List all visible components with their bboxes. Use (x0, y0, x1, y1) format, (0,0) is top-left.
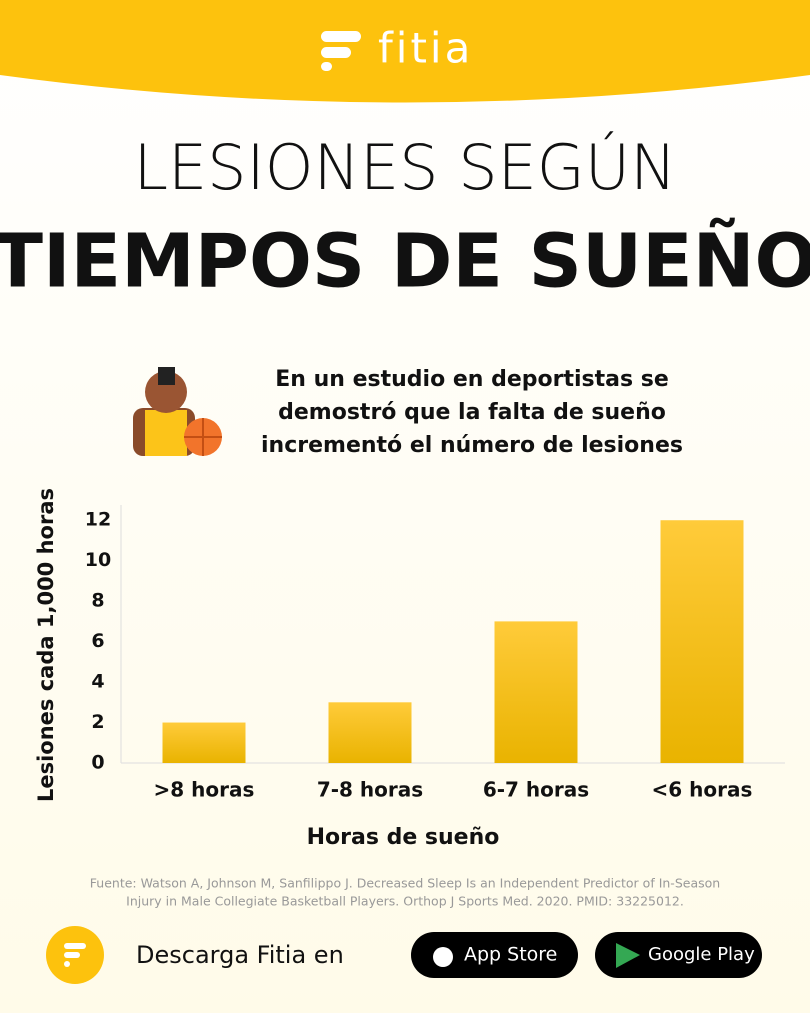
brand-logo (321, 31, 361, 71)
x-tick-label: 7-8 horas (317, 778, 423, 802)
x-axis-title: Horas de sueño (307, 825, 500, 850)
y-tick-label: 0 (91, 752, 104, 774)
subtitle-line: En un estudio en deportistas se (275, 367, 669, 392)
header-band (0, 0, 810, 103)
google-play-label: Google Play (648, 944, 755, 965)
source-line: Injury in Male Collegiate Basketball Pla… (126, 894, 684, 909)
y-axis-title: Lesiones cada 1,000 horas (34, 488, 58, 802)
y-tick-label: 6 (91, 630, 104, 652)
title-line-2: TIEMPOS DE SUEÑO (0, 217, 810, 305)
chart: Horas de sueño Lesiones cada 1,000 horas… (34, 488, 785, 850)
bar (328, 702, 412, 763)
subtitle-line: incrementó el número de lesiones (261, 433, 683, 458)
footer-logo (46, 926, 104, 984)
title-line-1: LESIONES SEGÚN (133, 131, 676, 204)
y-tick-label: 8 (91, 590, 104, 612)
source-line: Fuente: Watson A, Johnson M, Sanfilippo … (90, 876, 720, 891)
bar (660, 520, 744, 763)
footer-cta: Descarga Fitia en (136, 941, 344, 969)
brand-name: fitia (378, 24, 473, 73)
bar (494, 621, 578, 763)
google-play-button[interactable]: Google Play (595, 932, 762, 978)
x-tick-label: >8 horas (154, 778, 255, 802)
app-store-label: App Store (464, 944, 557, 966)
y-tick-label: 4 (91, 671, 104, 693)
athlete-icon (133, 367, 222, 456)
x-tick-label: <6 horas (652, 778, 753, 802)
y-tick-label: 2 (91, 711, 104, 733)
subtitle-line: demostró que la falta de sueño (278, 400, 666, 425)
bar (162, 722, 246, 763)
x-tick-label: 6-7 horas (483, 778, 589, 802)
y-tick-label: 12 (85, 509, 111, 531)
y-tick-label: 10 (85, 549, 111, 571)
app-store-button[interactable]: App Store (411, 932, 578, 978)
